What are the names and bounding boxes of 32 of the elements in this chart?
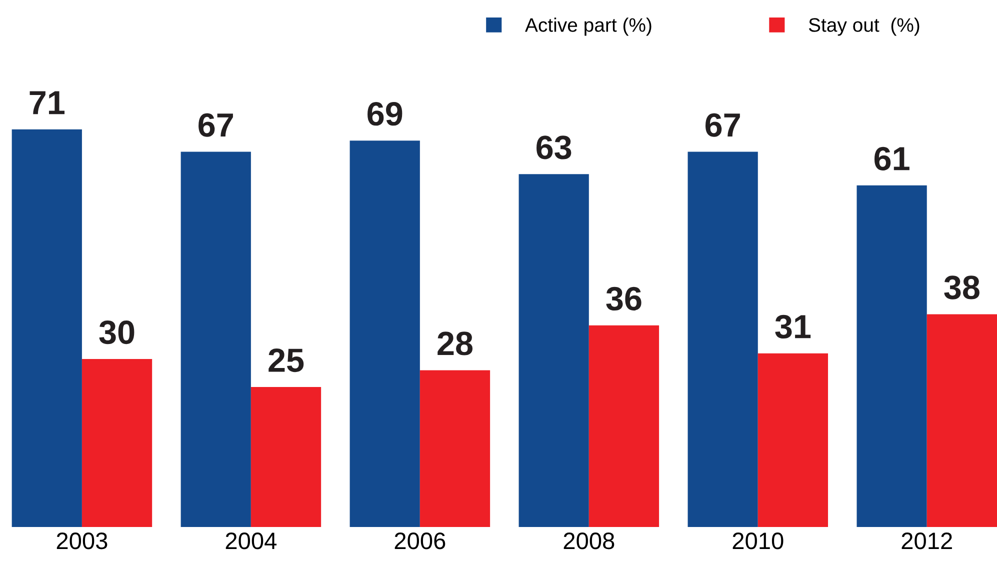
- data-label: 63: [536, 136, 572, 160]
- data-label: 30: [99, 320, 134, 344]
- x-tick-label: 2004: [226, 532, 277, 550]
- data-label: 36: [606, 286, 642, 311]
- data-label: 67: [706, 113, 740, 137]
- bar: [12, 129, 82, 528]
- data-label: 61: [874, 146, 910, 170]
- bar: [758, 353, 828, 528]
- bar: [350, 140, 420, 528]
- data-label: 67: [198, 113, 233, 137]
- legend-label: Active part (%): [525, 18, 652, 36]
- bar: [420, 370, 490, 528]
- bar: [250, 387, 322, 528]
- data-label: 25: [268, 348, 304, 372]
- x-tick-label: 2008: [564, 532, 614, 550]
- data-label: 71: [30, 91, 65, 114]
- x-tick-label: 2012: [902, 532, 952, 550]
- x-tick-label: 2006: [394, 532, 446, 550]
- data-label: 31: [775, 314, 811, 339]
- legend-label: Stay out (%): [808, 18, 920, 36]
- bar: [518, 174, 589, 528]
- data-label: 28: [438, 332, 473, 356]
- data-label: 38: [944, 276, 980, 300]
- bar: [180, 152, 251, 528]
- bar: [82, 359, 152, 528]
- bar: [856, 185, 927, 528]
- data-label: 69: [368, 102, 402, 126]
- bar: [688, 152, 758, 528]
- x-tick-label: 2010: [732, 532, 784, 550]
- x-tick-label: 2003: [56, 532, 108, 550]
- bar: [588, 325, 660, 528]
- bar: [926, 314, 997, 528]
